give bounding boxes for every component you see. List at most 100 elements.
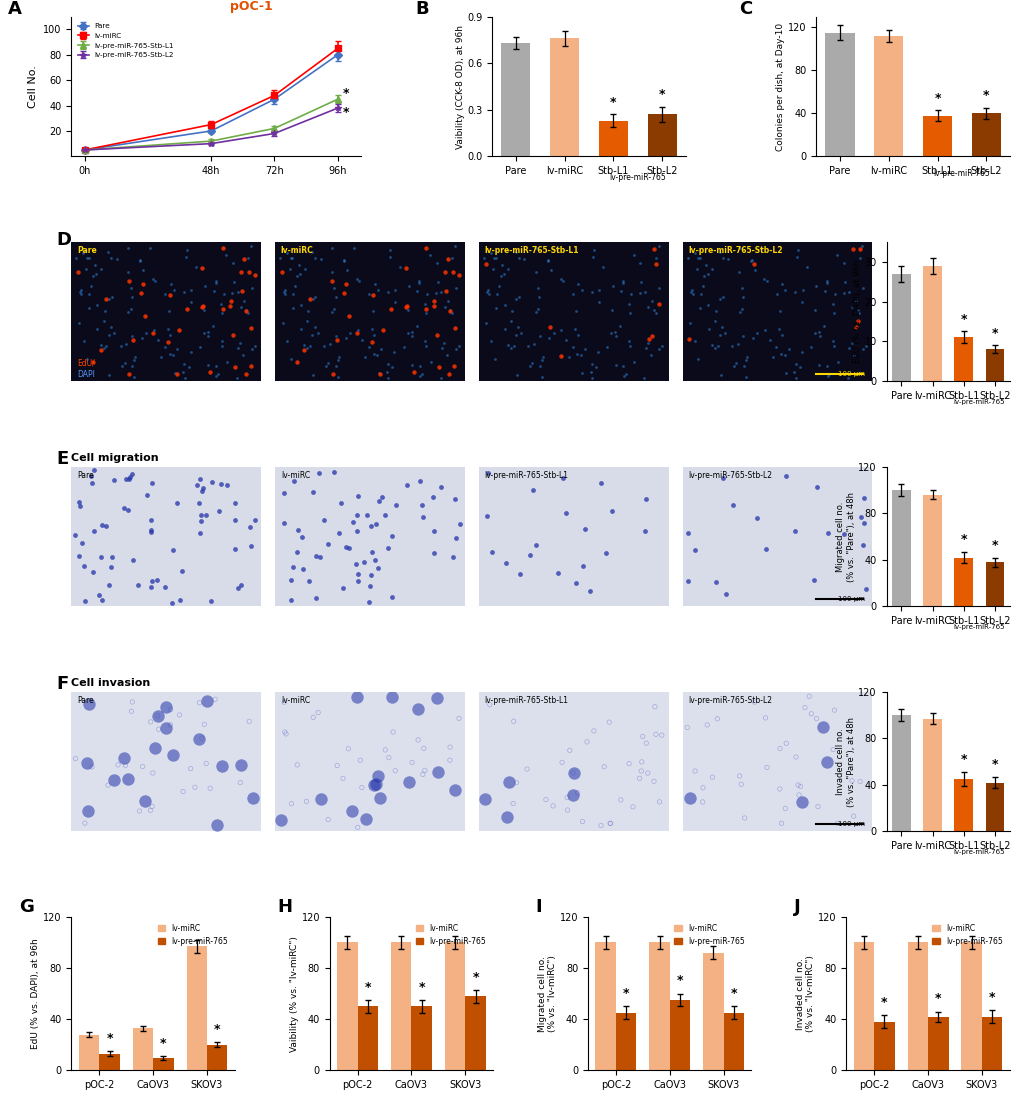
Point [200,327,216,345]
Text: EdU/: EdU/ [77,358,95,367]
Point [787,522,803,540]
Point [240,712,257,730]
Bar [981,1017,1002,1070]
Point [381,248,397,265]
Point [292,320,309,338]
Point [78,250,95,268]
Point [429,273,445,291]
Point [214,239,230,256]
Point [124,357,141,375]
Point [309,324,325,342]
Point [123,289,140,307]
Point [711,243,728,261]
Bar [853,942,873,1070]
Point [488,250,504,268]
Point [699,297,715,314]
Point [507,327,524,345]
Point [365,287,381,304]
Text: lv-pre-miR-765: lv-pre-miR-765 [953,849,1004,855]
Point [112,337,128,355]
Point [771,739,788,757]
Point [235,251,252,269]
Text: lv-pre-miR-765: lv-pre-miR-765 [932,169,989,178]
Point [363,516,379,534]
Point [382,300,398,318]
Point [197,277,213,294]
Point [115,500,131,517]
Text: lv-pre-miR-765: lv-pre-miR-765 [608,174,665,183]
Point [364,302,380,320]
Point [243,237,259,255]
Point [384,724,400,741]
Point [370,365,386,382]
Point [225,327,242,345]
Point [106,324,122,342]
Point [723,496,740,514]
Point [218,245,234,263]
Point [276,724,292,741]
Point [692,285,708,303]
Point [109,250,125,268]
Point [561,741,578,759]
Point [164,594,180,612]
Point [75,332,92,350]
Point [364,333,380,351]
Text: J: J [793,899,800,917]
Point [412,472,428,489]
Point [570,275,586,293]
Point [758,272,774,290]
Point [340,308,357,326]
Point [376,506,392,524]
Point [279,332,296,350]
Text: *: * [982,89,988,103]
Y-axis label: EdU (% vs. DAPI), at 96h: EdU (% vs. DAPI), at 96h [32,938,41,1049]
Bar [984,349,1004,381]
Point [78,754,95,772]
Point [604,277,621,294]
Point [374,487,390,505]
Point [689,250,705,268]
Legend: lv-miRC, lv-pre-miR-765: lv-miRC, lv-pre-miR-765 [671,921,747,949]
Point [142,802,158,820]
Point [180,358,197,376]
Point [94,591,110,609]
Point [731,240,747,258]
Point [819,524,836,542]
Point [439,292,455,310]
Point [828,814,845,832]
Point [731,303,747,321]
Point [772,814,789,832]
Bar [922,265,941,381]
Point [415,508,431,526]
Point [352,752,368,769]
Point [380,369,396,387]
Point [728,355,744,372]
Point [623,284,639,302]
Point [174,362,191,380]
Point [72,497,89,515]
Point [313,791,329,808]
Point [441,365,458,382]
Point [312,250,328,268]
Point [338,261,355,279]
Bar [907,942,927,1070]
Point [276,281,292,299]
Point [772,345,789,362]
Point [282,250,299,268]
Point [228,369,245,387]
Point [776,799,793,817]
Point [854,279,870,297]
Point [432,478,448,496]
Point [81,299,97,317]
Point [123,702,140,720]
Point [273,263,289,281]
Point [319,535,335,553]
Point [653,337,669,355]
Point [416,762,432,779]
Point [450,709,467,727]
Point [203,592,219,610]
Point [557,505,574,523]
Point [590,281,606,299]
Point [70,494,87,512]
Text: DAPI: DAPI [77,369,95,379]
